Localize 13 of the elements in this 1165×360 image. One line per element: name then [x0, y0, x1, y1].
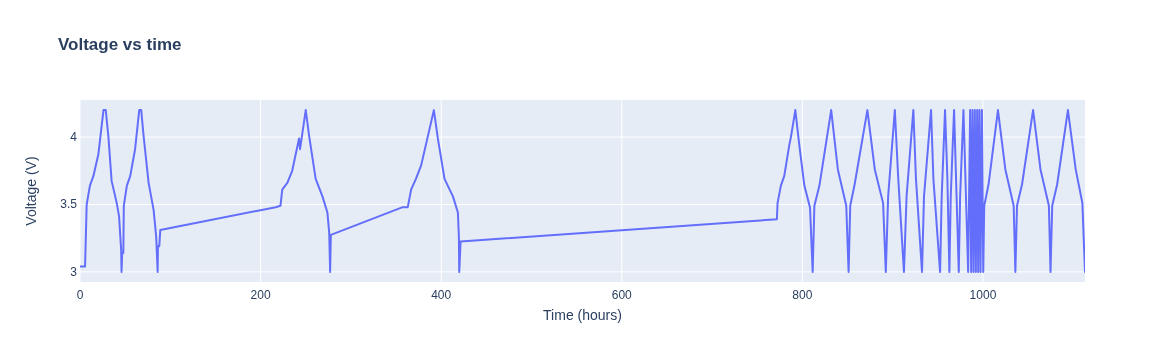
x-tick-label: 400 [431, 288, 452, 302]
x-axis-title: Time (hours) [543, 307, 622, 323]
x-tick-label: 1000 [969, 288, 997, 302]
x-tick-label: 200 [250, 288, 271, 302]
x-tick-label: 800 [792, 288, 813, 302]
y-tick-label: 3 [70, 264, 78, 279]
chart-title: Voltage vs time [58, 35, 182, 54]
x-tick-label: 0 [76, 288, 84, 302]
y-tick-label: 4 [70, 130, 78, 145]
y-axis-title: Voltage (V) [23, 156, 39, 226]
line-series [80, 109, 1085, 273]
y-tick-label: 3.5 [60, 197, 78, 212]
x-tick-label: 600 [611, 288, 633, 302]
